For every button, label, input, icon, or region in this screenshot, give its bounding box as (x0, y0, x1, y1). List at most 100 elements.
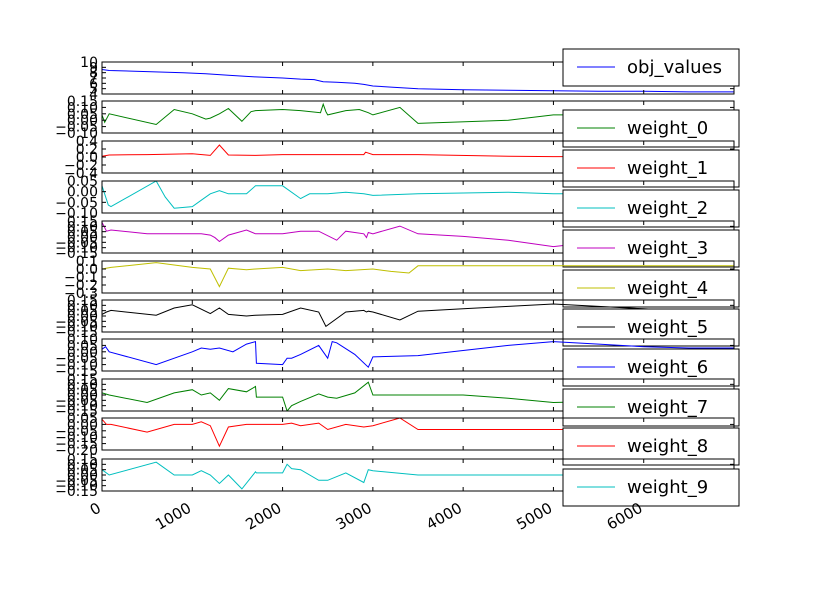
x-tick-label: 0 (87, 499, 104, 519)
y-tick-label: −0.2 (64, 158, 98, 174)
y-tick-label: 0.00 (67, 309, 98, 325)
y-tick-label: 10 (80, 55, 98, 71)
series-line-weight_0 (102, 102, 734, 126)
x-tick-label: 3000 (333, 499, 375, 534)
y-tick-label: −0.15 (55, 437, 98, 453)
y-tick-label: −0.05 (55, 195, 98, 211)
y-tick-label: 0.05 (67, 174, 98, 190)
legend-obj_values: obj_values (562, 48, 740, 87)
series-line-weight_1 (102, 144, 734, 158)
y-tick-label: 0.00 (67, 345, 98, 361)
y-tick-label: −0.05 (55, 314, 98, 330)
panel-weight_2: −0.10−0.050.000.05 weight_2 (55, 174, 740, 228)
y-tick-label: −0.05 (55, 393, 98, 409)
panel-weight_9: −0.15−0.10−0.050.000.050.100.15 weight_9 (55, 452, 740, 507)
y-tick-label: 9 (89, 60, 98, 76)
y-tick-label: 0.05 (67, 463, 98, 479)
y-tick-label: −0.10 (55, 358, 98, 374)
y-tick-label: 0.00 (67, 468, 98, 484)
y-tick-label: 0.05 (67, 107, 98, 123)
panel-weight_4: −0.3−0.2−0.10.00.1 weight_4 (64, 254, 740, 308)
y-tick-label: 0.15 (67, 293, 98, 309)
y-tick-label: 0.10 (67, 100, 98, 116)
y-tick-label: −0.1 (64, 270, 98, 286)
panel-weight_6: −0.15−0.10−0.050.000.050.10 weight_6 (55, 332, 740, 387)
y-tick-label: 0.05 (67, 225, 98, 241)
y-tick-label: 0.10 (67, 377, 98, 393)
y-tick-label: 0.2 (76, 142, 98, 158)
panel-weight_0: −0.10−0.050.000.050.100.15 weight_0 (55, 94, 740, 148)
series-line-weight_6 (102, 340, 734, 369)
y-tick-label: 0.10 (67, 219, 98, 235)
y-tick-label: −0.15 (55, 404, 98, 420)
series-line-weight_4 (102, 262, 734, 288)
y-tick-label: −0.15 (55, 325, 98, 341)
y-tick-label: −0.3 (64, 286, 98, 302)
legend-label: weight_0 (627, 118, 708, 139)
y-tick-label: 0.05 (67, 304, 98, 320)
x-tick-label: 5000 (513, 499, 555, 534)
series-line-weight_5 (102, 303, 734, 328)
y-tick-label: −0.05 (55, 473, 98, 489)
y-tick-label: 0.00 (67, 185, 98, 201)
y-tick-label: −0.10 (55, 430, 98, 446)
y-tick-label: 0.15 (67, 452, 98, 468)
legend-label: weight_1 (627, 158, 708, 179)
y-tick-label: −0.2 (64, 278, 98, 294)
legend-weight_4: weight_4 (562, 269, 740, 308)
y-tick-label: 0.00 (67, 417, 98, 433)
y-tick-label: 0.10 (67, 457, 98, 473)
legend-weight_6: weight_6 (562, 348, 740, 387)
y-tick-label: 0.0 (76, 262, 98, 278)
legend-weight_9: weight_9 (562, 468, 740, 507)
y-tick-label: 0.00 (67, 388, 98, 404)
y-tick-label: 0.15 (67, 372, 98, 388)
y-tick-label: −0.10 (55, 320, 98, 336)
y-tick-label: 0.15 (67, 94, 98, 110)
y-tick-label: 4 (89, 87, 98, 103)
series-line-weight_8 (102, 418, 734, 448)
legend-label: weight_9 (627, 477, 708, 498)
x-tick-label: 2000 (243, 499, 285, 534)
y-tick-label: −0.10 (55, 399, 98, 415)
y-tick-label: −0.15 (55, 246, 98, 262)
y-tick-label: −0.15 (55, 484, 98, 500)
legend-label: weight_4 (627, 278, 708, 299)
legend-label: obj_values (627, 57, 722, 78)
y-tick-label: 0.10 (67, 332, 98, 348)
y-tick-label: −0.15 (55, 364, 98, 380)
y-tick-label: −0.05 (55, 120, 98, 136)
legend-label: weight_8 (627, 436, 708, 457)
y-tick-label: 0.00 (67, 113, 98, 129)
series-line-weight_7 (102, 381, 734, 411)
y-tick-label: 0.05 (67, 338, 98, 354)
y-tick-label: 6 (89, 76, 98, 92)
series-line-weight_3 (102, 222, 734, 248)
y-tick-label: −0.05 (55, 351, 98, 367)
y-tick-label: −0.10 (55, 479, 98, 495)
y-tick-label: −0.05 (55, 424, 98, 440)
legend-weight_5: weight_5 (562, 308, 740, 347)
y-tick-label: −0.10 (55, 241, 98, 257)
y-tick-label: 7 (89, 71, 98, 87)
legend-label: weight_5 (627, 317, 708, 338)
legend-label: weight_3 (627, 238, 708, 259)
y-tick-label: 0.05 (67, 411, 98, 427)
y-tick-label: 0.15 (67, 214, 98, 230)
legend-weight_7: weight_7 (562, 388, 740, 427)
legend-label: weight_2 (627, 198, 708, 219)
x-tick-label: 4000 (423, 499, 465, 534)
y-tick-label: 0.05 (67, 383, 98, 399)
y-tick-label: −0.10 (55, 206, 98, 222)
series-line-weight_9 (102, 461, 734, 490)
legend-label: weight_7 (627, 397, 708, 418)
y-tick-label: −0.4 (64, 166, 98, 182)
y-tick-label: 0.00 (67, 230, 98, 246)
y-tick-label: 0.10 (67, 298, 98, 314)
y-tick-label: 0.4 (76, 134, 98, 150)
y-tick-label: 8 (89, 66, 98, 82)
